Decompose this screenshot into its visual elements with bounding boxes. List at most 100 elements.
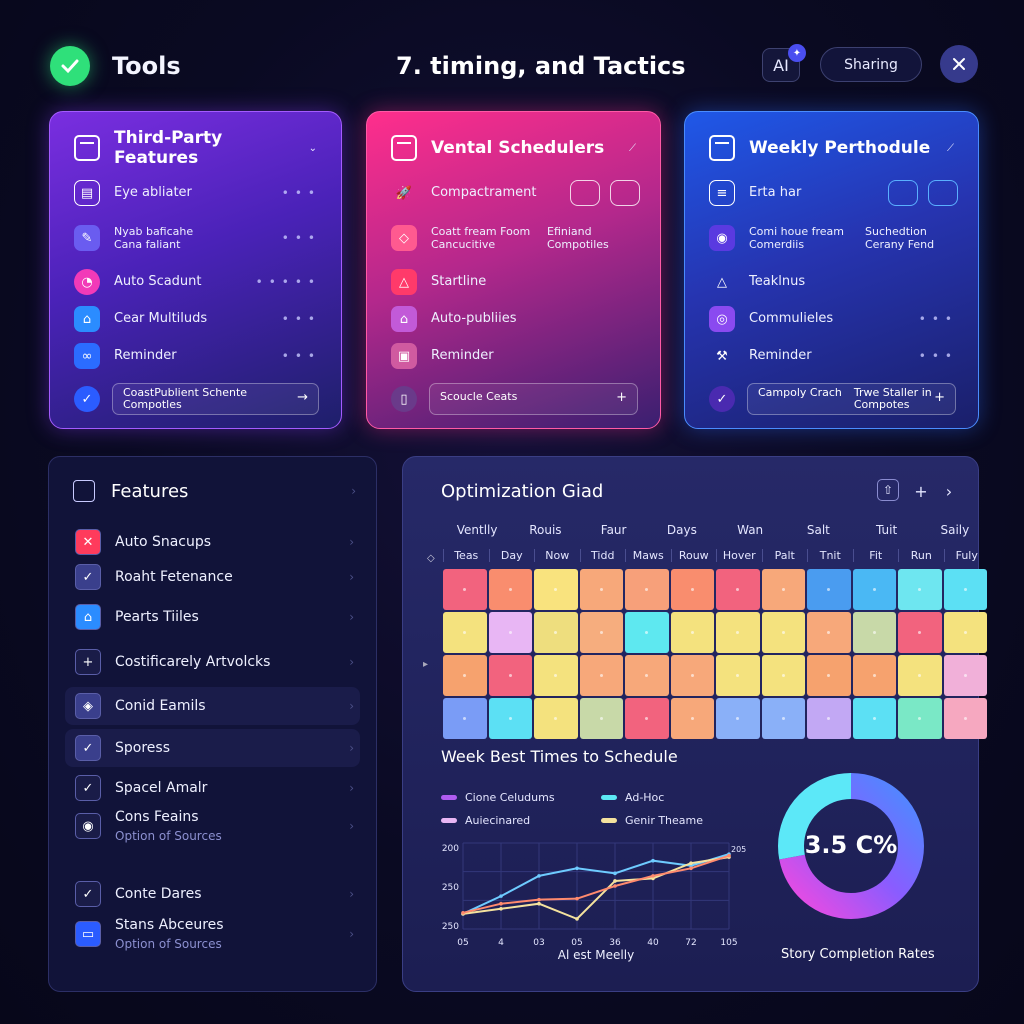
feature-item[interactable]: ▭ Stans Abceures Option of Sources › [65, 915, 360, 953]
grid-cell[interactable] [943, 698, 987, 739]
card-item[interactable]: △ Startline [391, 267, 640, 297]
sparkle-icon[interactable]: ⟋ [629, 142, 636, 154]
grid-cell[interactable] [943, 612, 987, 653]
grid-cell[interactable] [898, 698, 942, 739]
grid-cell[interactable] [443, 655, 487, 696]
card-item[interactable]: ≡ Erta har [709, 178, 958, 208]
grid-cell[interactable] [852, 698, 896, 739]
feature-item[interactable]: ✓ Sporess › [65, 729, 360, 767]
grid-cell[interactable] [579, 655, 623, 696]
feature-item[interactable]: + Costificarely Artvolcks › [65, 643, 360, 681]
grid-cell[interactable] [579, 698, 623, 739]
schedule-input[interactable]: Campoly Crach Trwe Staller in Compotes + [747, 383, 956, 415]
chevron-right-icon[interactable]: › [351, 484, 356, 498]
grid-cell[interactable] [807, 698, 851, 739]
grid-cell[interactable] [534, 612, 578, 653]
grid-cell[interactable] [761, 569, 805, 610]
sparkle-icon[interactable]: ⟋ [947, 142, 954, 154]
grid-cell[interactable] [625, 569, 669, 610]
card-item[interactable]: ▣ Reminder [391, 341, 640, 371]
card-item[interactable]: ▤ Eye abliater ••• [74, 178, 321, 208]
chevron-right-icon[interactable]: › [349, 699, 354, 713]
feature-item[interactable]: ◈ Conid Eamils › [65, 687, 360, 725]
action-chip[interactable] [610, 180, 640, 206]
sharing-button[interactable]: Sharing [820, 47, 922, 82]
grid-cell[interactable] [943, 569, 987, 610]
grid-cell[interactable] [670, 655, 714, 696]
grid-cell[interactable] [670, 569, 714, 610]
grid-cell[interactable] [716, 698, 760, 739]
grid-cell[interactable] [488, 612, 532, 653]
arrow-right-icon[interactable]: → [297, 390, 308, 405]
plus-icon[interactable]: + [616, 390, 627, 405]
grid-cell[interactable] [807, 612, 851, 653]
grid-cell[interactable] [807, 655, 851, 696]
grid-cell[interactable] [670, 698, 714, 739]
grid-cell[interactable] [670, 612, 714, 653]
grid-cell[interactable] [898, 569, 942, 610]
grid-cell[interactable] [488, 569, 532, 610]
action-chip[interactable] [928, 180, 958, 206]
grid-cell[interactable] [625, 655, 669, 696]
feature-item[interactable]: ✓ Spacel Amalr › [65, 769, 360, 807]
action-chip[interactable] [888, 180, 918, 206]
grid-cell[interactable] [898, 655, 942, 696]
grid-cell[interactable] [579, 612, 623, 653]
card-item[interactable]: ✎ Nyab baficahe Cana faliant ••• [74, 223, 321, 253]
chevron-down-icon[interactable]: ⌄ [308, 142, 317, 154]
card-item[interactable]: △ Teaklnus [709, 267, 958, 297]
card-item[interactable]: ⌂ Auto-publiies [391, 304, 640, 334]
grid-cell[interactable] [852, 569, 896, 610]
grid-cell[interactable] [716, 655, 760, 696]
grid-cell[interactable] [716, 569, 760, 610]
grid-cell[interactable] [534, 569, 578, 610]
card-item[interactable]: ◎ Commulieles ••• [709, 304, 958, 334]
chevron-right-icon[interactable]: › [349, 887, 354, 901]
feature-item[interactable]: ✕ Auto Snacups › [65, 523, 360, 561]
close-button[interactable] [940, 45, 978, 83]
feature-item[interactable]: ✓ Conte Dares › [65, 875, 360, 913]
check-icon[interactable]: ✓ [709, 386, 735, 412]
share-icon[interactable]: ⇧ [877, 479, 899, 501]
feature-item[interactable]: ⌂ Pearts Tiiles › [65, 598, 360, 636]
plus-icon[interactable]: + [914, 481, 928, 501]
grid-cell[interactable] [443, 698, 487, 739]
document-icon[interactable]: ▯ [391, 386, 417, 412]
grid-cell[interactable] [443, 612, 487, 653]
grid-cell[interactable] [625, 698, 669, 739]
app-logo[interactable] [50, 46, 90, 86]
grid-cell[interactable] [579, 569, 623, 610]
feature-item[interactable]: ✓ Roaht Fetenance › [65, 558, 360, 596]
card-item[interactable]: ◉ Comi houe fream Comerdiis Suchedtion Cer… [709, 223, 958, 253]
chevron-right-icon[interactable]: › [349, 535, 354, 549]
grid-cell[interactable] [852, 655, 896, 696]
grid-cell[interactable] [761, 698, 805, 739]
grid-cell[interactable] [716, 612, 760, 653]
chevron-right-icon[interactable]: › [349, 610, 354, 624]
grid-cell[interactable] [943, 655, 987, 696]
grid-cell[interactable] [761, 612, 805, 653]
card-item[interactable]: ◇ Coatt fream Foom Cancucitive Efiniand Co… [391, 223, 640, 253]
check-icon[interactable]: ✓ [74, 386, 100, 412]
chevron-right-icon[interactable]: › [349, 819, 354, 833]
chevron-right-icon[interactable]: › [945, 481, 953, 501]
action-chip[interactable] [570, 180, 600, 206]
chevron-right-icon[interactable]: › [349, 570, 354, 584]
grid-cell[interactable] [534, 698, 578, 739]
grid-cell[interactable] [807, 569, 851, 610]
card-item[interactable]: ⌂ Cear Multiluds ••• [74, 304, 321, 334]
card-item[interactable]: ⚒ Reminder ••• [709, 341, 958, 371]
card-item[interactable]: ∞ Reminder ••• [74, 341, 321, 371]
grid-cell[interactable] [443, 569, 487, 610]
grid-cell[interactable] [898, 612, 942, 653]
grid-cell[interactable] [852, 612, 896, 653]
chevron-right-icon[interactable]: › [349, 781, 354, 795]
grid-cell[interactable] [534, 655, 578, 696]
grid-cell[interactable] [488, 698, 532, 739]
chevron-right-icon[interactable]: › [349, 655, 354, 669]
plus-icon[interactable]: + [934, 390, 945, 405]
schedule-input[interactable]: Scoucle Ceats + [429, 383, 638, 415]
schedule-input[interactable]: CoastPublient Schente Compotles → [112, 383, 319, 415]
chevron-right-icon[interactable]: › [349, 741, 354, 755]
grid-cell[interactable] [625, 612, 669, 653]
